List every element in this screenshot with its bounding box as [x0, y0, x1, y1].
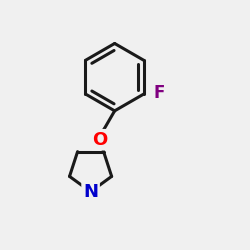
Text: F: F: [154, 84, 165, 102]
Text: O: O: [92, 131, 108, 149]
Text: N: N: [83, 183, 98, 201]
